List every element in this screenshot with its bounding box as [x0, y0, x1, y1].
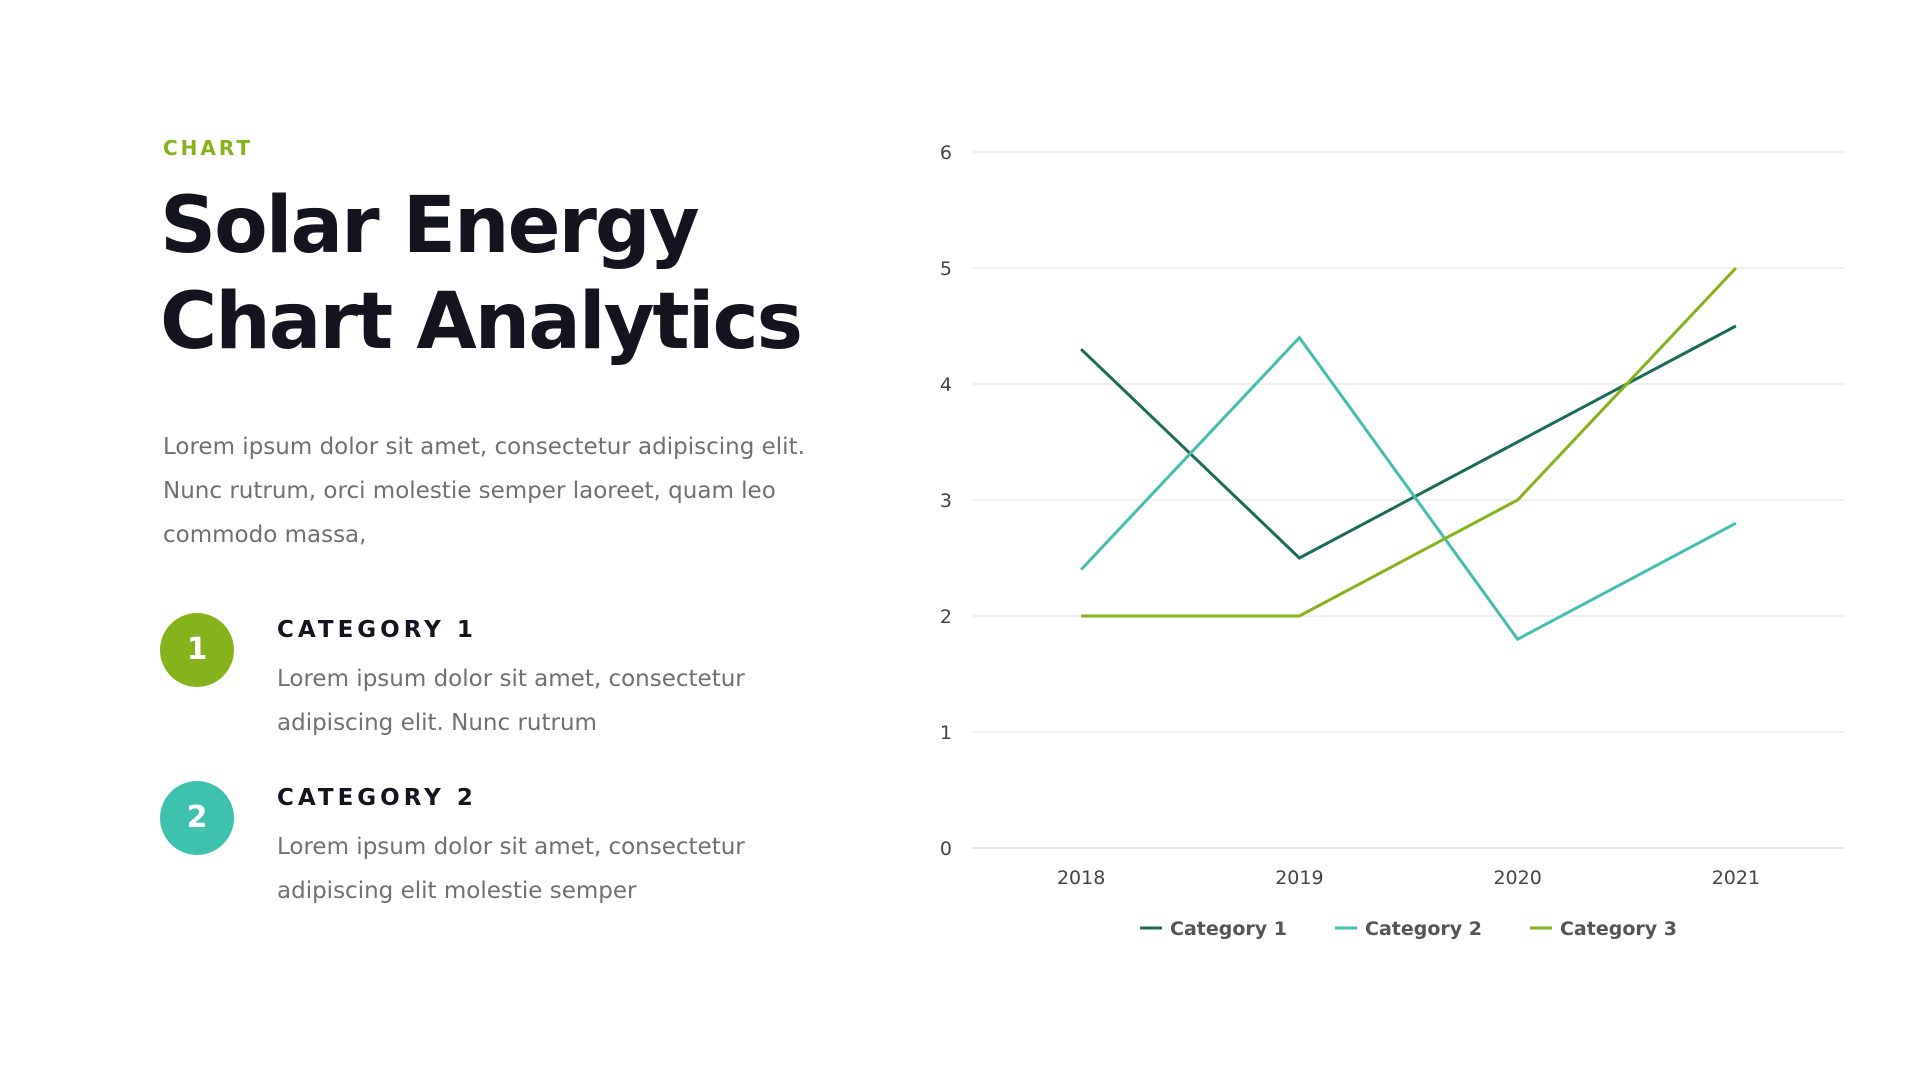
y-tick-label-0: 0 [940, 838, 952, 860]
category-description-1: Lorem ipsum dolor sit amet, consectetur … [277, 666, 745, 736]
legend-label-category-1: Category 1 [1170, 918, 1287, 940]
y-tick-label-1: 1 [940, 722, 952, 744]
y-tick-label-5: 5 [940, 258, 952, 280]
eyebrow-label: CHART [163, 136, 254, 160]
x-tick-label-2018: 2018 [1057, 867, 1105, 889]
series-line-category-2 [1080, 335, 1737, 642]
category-number-badge-1: 1 [160, 613, 234, 687]
chart-y-axis: 0 1 2 3 4 5 6 [940, 142, 952, 860]
series-line-category-1 [1080, 324, 1737, 560]
x-tick-label-2020: 2020 [1493, 867, 1541, 889]
category-number-badge-2: 2 [160, 781, 234, 855]
page-title-line-2: Chart Analytics [160, 277, 803, 367]
series-line-category-3 [1081, 266, 1737, 618]
page-title-line-1: Solar Energy [160, 181, 700, 271]
y-tick-label-3: 3 [940, 490, 952, 512]
x-tick-label-2019: 2019 [1275, 867, 1323, 889]
chart-legend: Category 1 Category 2 Category 3 [1140, 918, 1677, 940]
y-tick-label-6: 6 [940, 142, 952, 164]
category-description-2: Lorem ipsum dolor sit amet, consectetur … [277, 834, 745, 904]
y-tick-label-2: 2 [940, 606, 952, 628]
chart-series [1080, 266, 1737, 642]
x-tick-label-2021: 2021 [1712, 867, 1760, 889]
category-title-2: CATEGORY 2 [277, 785, 477, 811]
page-title: Solar Energy Chart Analytics [160, 178, 803, 370]
category-title-1: CATEGORY 1 [277, 617, 477, 643]
chart-x-axis: 2018 2019 2020 2021 [1057, 867, 1760, 889]
legend-label-category-2: Category 2 [1365, 918, 1482, 940]
y-tick-label-4: 4 [940, 374, 952, 396]
intro-paragraph: Lorem ipsum dolor sit amet, consectetur … [163, 434, 805, 548]
legend-label-category-3: Category 3 [1560, 918, 1677, 940]
